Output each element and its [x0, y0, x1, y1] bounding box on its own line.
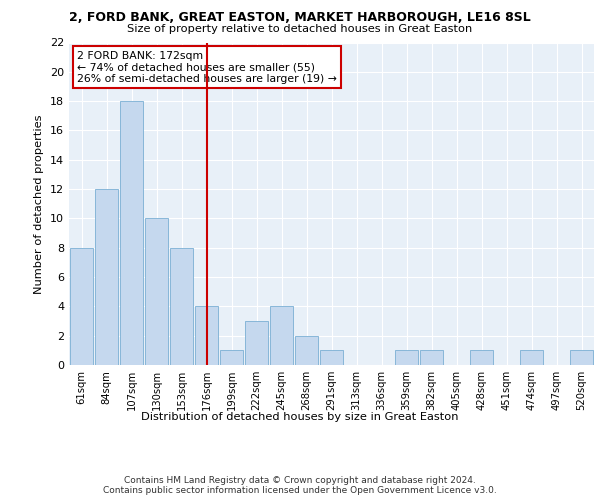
Text: Contains HM Land Registry data © Crown copyright and database right 2024.: Contains HM Land Registry data © Crown c… [124, 476, 476, 485]
Text: 2 FORD BANK: 172sqm
← 74% of detached houses are smaller (55)
26% of semi-detach: 2 FORD BANK: 172sqm ← 74% of detached ho… [77, 50, 337, 84]
Bar [95, 189, 118, 365]
Bar [520, 350, 544, 365]
Text: 2, FORD BANK, GREAT EASTON, MARKET HARBOROUGH, LE16 8SL: 2, FORD BANK, GREAT EASTON, MARKET HARBO… [69, 11, 531, 24]
Bar [220, 350, 244, 365]
Bar [395, 350, 418, 365]
Text: Contains public sector information licensed under the Open Government Licence v3: Contains public sector information licen… [103, 486, 497, 495]
Bar [269, 306, 293, 365]
Text: Size of property relative to detached houses in Great Easton: Size of property relative to detached ho… [127, 24, 473, 34]
Y-axis label: Number of detached properties: Number of detached properties [34, 114, 44, 294]
Bar [245, 321, 268, 365]
Bar [419, 350, 443, 365]
Bar [194, 306, 218, 365]
Bar [470, 350, 493, 365]
Bar [569, 350, 593, 365]
Bar [70, 248, 94, 365]
Bar [320, 350, 343, 365]
Text: Distribution of detached houses by size in Great Easton: Distribution of detached houses by size … [141, 412, 459, 422]
Bar [145, 218, 169, 365]
Bar [170, 248, 193, 365]
Bar [295, 336, 319, 365]
Bar [119, 101, 143, 365]
